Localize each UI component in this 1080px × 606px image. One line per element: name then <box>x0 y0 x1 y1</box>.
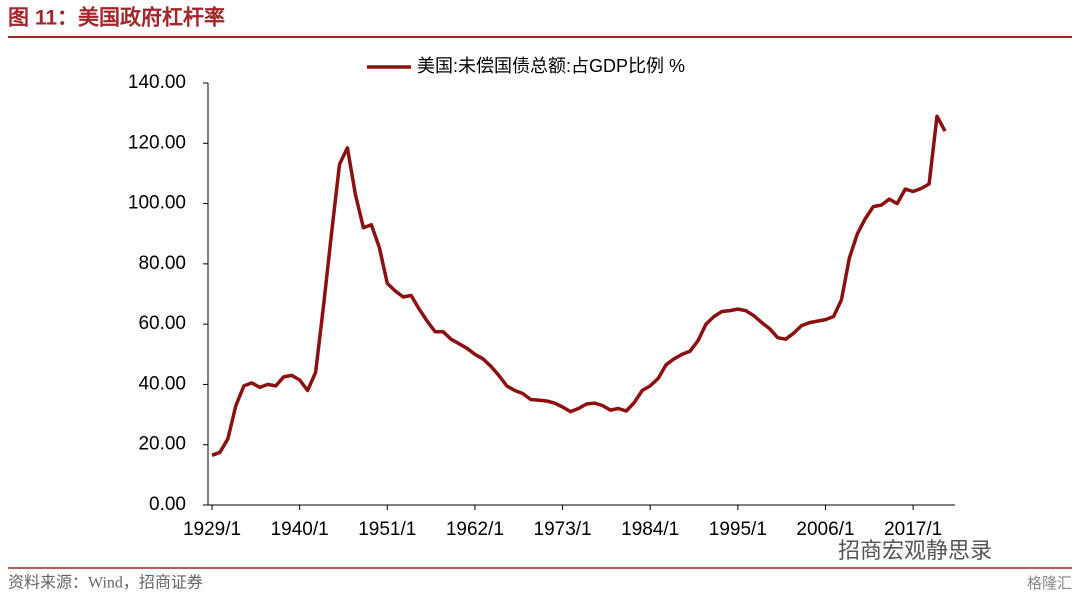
x-tick-label: 1951/1 <box>358 519 416 540</box>
watermark: 招商宏观静思录 <box>838 538 992 563</box>
x-tick-label: 1973/1 <box>534 519 592 540</box>
x-tick-label: 2006/1 <box>796 519 854 540</box>
source-note: 资料来源：Wind，招商证券 <box>8 574 203 592</box>
data-line <box>211 114 947 457</box>
figure-title: 图 11：美国政府杠杆率 <box>8 6 225 30</box>
logo: 格隆汇 <box>1027 575 1072 592</box>
x-tick-label: 1984/1 <box>621 519 679 540</box>
x-tick-label: 1962/1 <box>446 519 504 540</box>
y-tick-label: 60.00 <box>138 313 186 334</box>
x-tick-label: 2017/1 <box>884 519 942 540</box>
x-tick-label: 1929/1 <box>183 519 241 540</box>
y-tick-label: 140.00 <box>128 72 186 93</box>
y-tick-label: 120.00 <box>128 132 186 153</box>
y-tick-label: 100.00 <box>128 193 186 214</box>
x-tick-label: 1995/1 <box>709 519 767 540</box>
y-tick-label: 20.00 <box>138 434 186 455</box>
x-tick-label: 1940/1 <box>271 519 329 540</box>
legend-label: 美国:未偿国债总额:占GDP比例 % <box>417 56 685 76</box>
y-tick-label: 0.00 <box>149 494 186 515</box>
y-tick-label: 40.00 <box>138 373 186 394</box>
y-tick-label: 80.00 <box>138 253 186 274</box>
